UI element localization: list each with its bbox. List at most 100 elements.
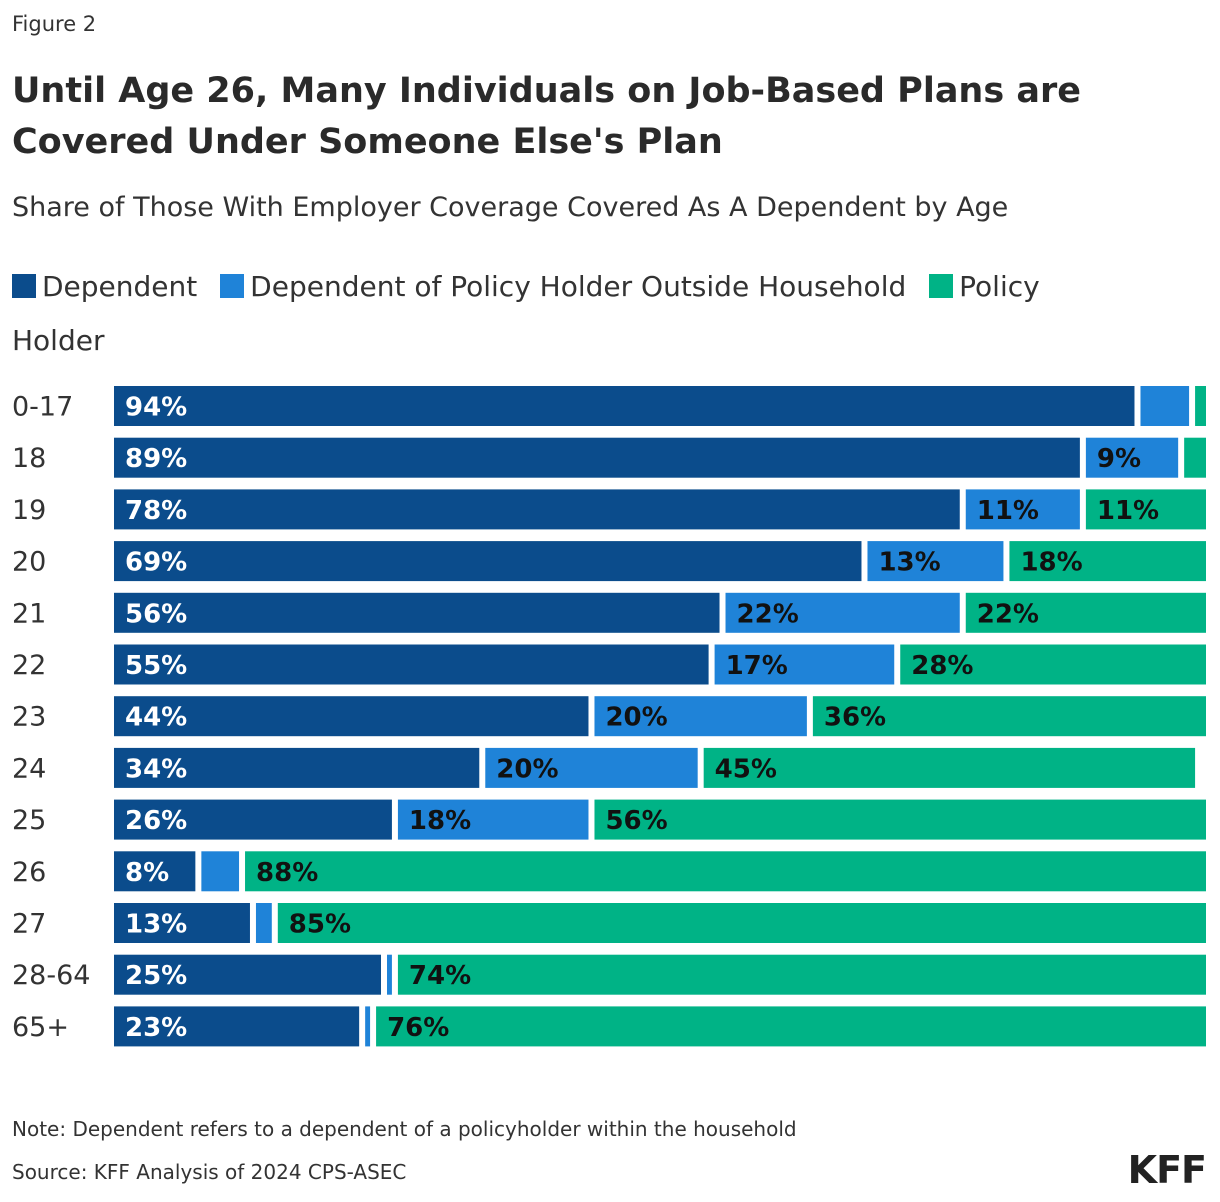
data-label: 45% — [715, 754, 777, 784]
y-tick-label: 26 — [12, 857, 46, 888]
bar-segment — [397, 954, 1206, 995]
logo: KFF — [1127, 1148, 1207, 1192]
data-label: 18% — [1020, 548, 1082, 578]
legend-swatch — [929, 274, 954, 298]
legend-label: Dependent of Policy Holder Outside House… — [250, 270, 907, 303]
bar-segment — [812, 696, 1206, 737]
bar-segment — [114, 903, 250, 943]
y-tick-label: 28-64 — [12, 960, 90, 991]
bar-segment — [255, 903, 272, 943]
legend-label: Dependent — [42, 270, 198, 303]
bar-segment — [725, 592, 960, 633]
source: Source: KFF Analysis of 2024 CPS-ASEC — [12, 1160, 407, 1184]
data-label: 17% — [726, 651, 788, 681]
y-tick-label: 25 — [12, 805, 46, 836]
bar-segment — [376, 1006, 1207, 1047]
bar-segment — [900, 644, 1206, 685]
bar-segment — [594, 696, 807, 737]
bar-segment — [277, 903, 1206, 943]
bar-segment — [703, 747, 1196, 788]
chart-subtitle: Share of Those With Employer Coverage Co… — [12, 192, 1009, 223]
legend-item: Dependent — [12, 270, 197, 303]
bar-segment — [1195, 386, 1206, 426]
data-label: 88% — [256, 858, 318, 888]
legend-label: Policy Holder — [12, 270, 1040, 357]
bar-segment — [365, 1006, 371, 1047]
y-tick-label: 23 — [12, 702, 46, 733]
bar-segment — [114, 747, 480, 788]
bar-segment — [867, 541, 1004, 582]
bar-segment — [1085, 489, 1206, 530]
bar-segment — [114, 644, 709, 685]
bar-segment — [114, 696, 589, 737]
legend: Dependent Dependent of Policy Holder Out… — [12, 260, 1142, 368]
data-label: 36% — [824, 703, 886, 733]
data-label: 28% — [911, 651, 973, 681]
legend-swatch — [220, 274, 245, 298]
chart: 0-17 94% 18 89% 9% 19 78% 11% 11% 20 69% 13% 18% 21 56… — [12, 386, 1207, 1047]
legend-item: Policy Holder — [12, 270, 1040, 357]
bar-segment — [114, 541, 862, 582]
bar-segment — [965, 592, 1206, 633]
data-label: 11% — [977, 496, 1039, 526]
bar-segment — [965, 489, 1080, 530]
data-label: 55% — [125, 651, 187, 681]
data-label: 89% — [125, 444, 187, 474]
bar-segment — [714, 644, 895, 685]
bar-segment — [1140, 386, 1190, 426]
data-label: 34% — [125, 754, 187, 784]
data-label: 74% — [409, 961, 471, 991]
data-label: 69% — [125, 548, 187, 578]
bar-segment — [114, 851, 196, 892]
bar-segment — [387, 954, 392, 995]
data-label: 13% — [125, 910, 187, 940]
data-label: 56% — [605, 806, 667, 836]
data-label: 22% — [977, 599, 1039, 629]
bar-segment — [114, 1006, 360, 1047]
y-tick-label: 22 — [12, 650, 46, 681]
data-label: 11% — [1097, 496, 1159, 526]
bar-segment — [1184, 437, 1206, 478]
legend-item: Dependent of Policy Holder Outside House… — [220, 270, 906, 303]
bar-segment — [485, 747, 698, 788]
bar-segment — [397, 799, 589, 840]
bar-segment — [594, 799, 1206, 840]
bar-segment — [114, 386, 1135, 426]
y-tick-label: 19 — [12, 495, 46, 526]
data-label: 76% — [387, 1013, 449, 1043]
bar-segment — [114, 437, 1080, 478]
data-label: 44% — [125, 703, 187, 733]
data-label: 78% — [125, 496, 187, 526]
y-tick-label: 27 — [12, 909, 46, 940]
data-label: 22% — [737, 599, 799, 629]
y-tick-label: 20 — [12, 547, 46, 578]
data-label: 25% — [125, 961, 187, 991]
data-label: 56% — [125, 599, 187, 629]
bar-segment — [114, 489, 960, 530]
bar-segment — [114, 954, 381, 995]
data-label: 20% — [605, 703, 667, 733]
y-tick-label: 65+ — [12, 1012, 69, 1043]
bar-segment — [245, 851, 1207, 892]
data-label: 26% — [125, 806, 187, 836]
data-label: 8% — [125, 858, 169, 888]
data-label: 85% — [289, 910, 351, 940]
data-label: 9% — [1097, 444, 1141, 474]
bar-segment — [114, 799, 392, 840]
note: Note: Dependent refers to a dependent of… — [12, 1117, 797, 1141]
y-tick-label: 21 — [12, 598, 46, 629]
bar-segment — [201, 851, 240, 892]
figure-label: Figure 2 — [12, 12, 97, 36]
data-label: 20% — [496, 754, 558, 784]
legend-swatch — [12, 274, 36, 298]
y-tick-label: 0-17 — [12, 392, 73, 423]
bar-segment — [1009, 541, 1206, 582]
bar-segment — [114, 592, 720, 633]
chart-title: Until Age 26, Many Individuals on Job-Ba… — [12, 71, 1081, 162]
bar-segment — [1085, 437, 1179, 478]
data-label: 13% — [878, 548, 940, 578]
data-label: 18% — [409, 806, 471, 836]
y-tick-label: 18 — [12, 443, 46, 474]
data-label: 23% — [125, 1013, 187, 1043]
